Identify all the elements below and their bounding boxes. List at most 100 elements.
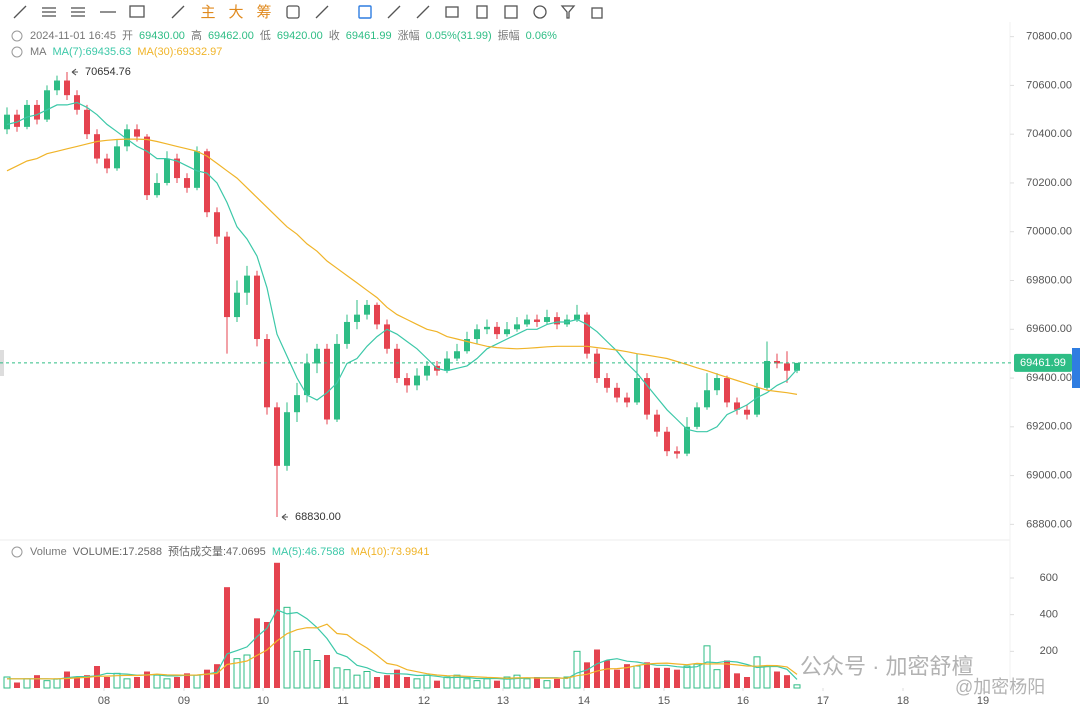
volume-bar bbox=[584, 662, 590, 688]
y-tick-label: 400 bbox=[1040, 609, 1058, 621]
volume-bar bbox=[53, 678, 61, 689]
volume-bar bbox=[353, 674, 361, 689]
trend-tool[interactable] bbox=[171, 5, 185, 19]
candle-body bbox=[724, 378, 730, 403]
volume-bar bbox=[784, 675, 790, 688]
toolbar-label[interactable]: 大 bbox=[228, 4, 243, 21]
volume-bar bbox=[734, 673, 740, 688]
tool-icon[interactable] bbox=[416, 5, 430, 19]
x-tick-label: 15 bbox=[658, 695, 670, 707]
tool-icon[interactable] bbox=[286, 5, 300, 19]
tool-icon[interactable] bbox=[504, 5, 518, 19]
candle-body bbox=[594, 353, 600, 379]
collapse-icon[interactable] bbox=[11, 30, 23, 42]
line-tool[interactable] bbox=[13, 5, 27, 19]
candle-body bbox=[634, 378, 640, 403]
candle-body bbox=[794, 362, 800, 371]
candle-body bbox=[224, 236, 230, 318]
rect-tool[interactable] bbox=[129, 5, 145, 18]
collapse-icon[interactable] bbox=[11, 46, 23, 58]
x-tick-label: 10 bbox=[257, 695, 269, 707]
legend-text: 低 bbox=[260, 29, 271, 42]
candle-body bbox=[774, 360, 780, 364]
x-tick-label: 11 bbox=[337, 695, 348, 707]
ma-line bbox=[6, 101, 798, 433]
last-price-label: 69461.99 bbox=[1020, 357, 1066, 369]
volume-ma-line bbox=[7, 623, 798, 680]
candle-body bbox=[24, 104, 30, 127]
volume-bar bbox=[303, 649, 311, 689]
candle-body bbox=[414, 375, 420, 386]
y-tick-label: 69400.00 bbox=[1026, 372, 1072, 384]
volume-bar bbox=[184, 673, 190, 688]
volume-bar bbox=[683, 665, 691, 689]
volume-bar bbox=[313, 660, 321, 689]
candle-body bbox=[354, 314, 360, 322]
volume-bar bbox=[624, 664, 630, 688]
candle-body bbox=[54, 80, 60, 91]
volume-bar bbox=[193, 674, 201, 689]
filter-icon[interactable] bbox=[560, 5, 576, 19]
volume-bar bbox=[674, 669, 680, 688]
candle-body bbox=[34, 104, 40, 120]
volume-bar bbox=[153, 674, 161, 689]
candle-body bbox=[684, 426, 690, 454]
side-tab[interactable] bbox=[1072, 348, 1080, 388]
volume-bar bbox=[644, 662, 650, 688]
volume-bar bbox=[264, 622, 270, 688]
candle-body bbox=[114, 146, 120, 169]
volume-bar bbox=[744, 677, 750, 688]
candle-body bbox=[514, 324, 520, 330]
volume-bar bbox=[214, 664, 220, 688]
watermark: @加密杨阳 bbox=[955, 677, 1045, 697]
candle-body bbox=[504, 329, 510, 335]
legend-text: 预估成交量:47.0695 bbox=[168, 544, 266, 558]
volume-bar bbox=[793, 684, 801, 689]
candle-body bbox=[614, 387, 620, 398]
candle-body bbox=[144, 136, 150, 196]
candle-body bbox=[624, 397, 630, 403]
legend-text: 涨幅 bbox=[398, 29, 420, 42]
volume-bar bbox=[594, 649, 600, 688]
collapse-icon[interactable] bbox=[11, 546, 23, 558]
annotation-arrow bbox=[281, 513, 288, 521]
candle-body bbox=[464, 339, 470, 352]
candle-body bbox=[64, 80, 70, 96]
tool-icon[interactable] bbox=[358, 5, 372, 19]
toolbar-label[interactable]: 筹 bbox=[256, 4, 271, 21]
candle-body bbox=[784, 363, 790, 371]
y-tick-label: 70800.00 bbox=[1026, 31, 1072, 43]
hline-tool[interactable] bbox=[42, 7, 56, 17]
volume-bar bbox=[94, 666, 100, 688]
volume-bar bbox=[23, 678, 31, 689]
candle-body bbox=[544, 317, 550, 322]
delete-icon[interactable] bbox=[591, 7, 603, 19]
candle-body bbox=[14, 114, 20, 127]
parallel-tool[interactable] bbox=[71, 7, 85, 17]
legend-text: 69430.00 bbox=[139, 30, 185, 42]
legend-text: 振幅 bbox=[498, 28, 520, 42]
toolbar-label[interactable]: 主 bbox=[200, 4, 215, 21]
candle-body bbox=[654, 414, 660, 432]
volume-bar bbox=[274, 562, 280, 688]
volume-bar bbox=[423, 674, 431, 689]
annotation: 70654.76 bbox=[85, 66, 131, 78]
candle-body bbox=[184, 178, 190, 188]
volume-bar bbox=[503, 676, 511, 689]
legend-text: 开 bbox=[122, 30, 133, 42]
legend-text: 高 bbox=[191, 28, 202, 42]
tool-icon[interactable] bbox=[476, 5, 488, 19]
candle-body bbox=[164, 158, 170, 183]
candle-body bbox=[444, 358, 450, 371]
volume-bar bbox=[204, 669, 210, 688]
tool-icon[interactable] bbox=[387, 5, 401, 19]
tool-icon[interactable] bbox=[445, 6, 459, 18]
tool-icon[interactable] bbox=[533, 5, 547, 19]
candle-body bbox=[574, 314, 580, 320]
volume-bar bbox=[614, 669, 620, 688]
legend-text: MA(7):69435.63 bbox=[53, 46, 132, 58]
volume-bar bbox=[724, 660, 730, 688]
tool-icon[interactable] bbox=[315, 5, 329, 19]
volume-bar bbox=[3, 676, 11, 689]
